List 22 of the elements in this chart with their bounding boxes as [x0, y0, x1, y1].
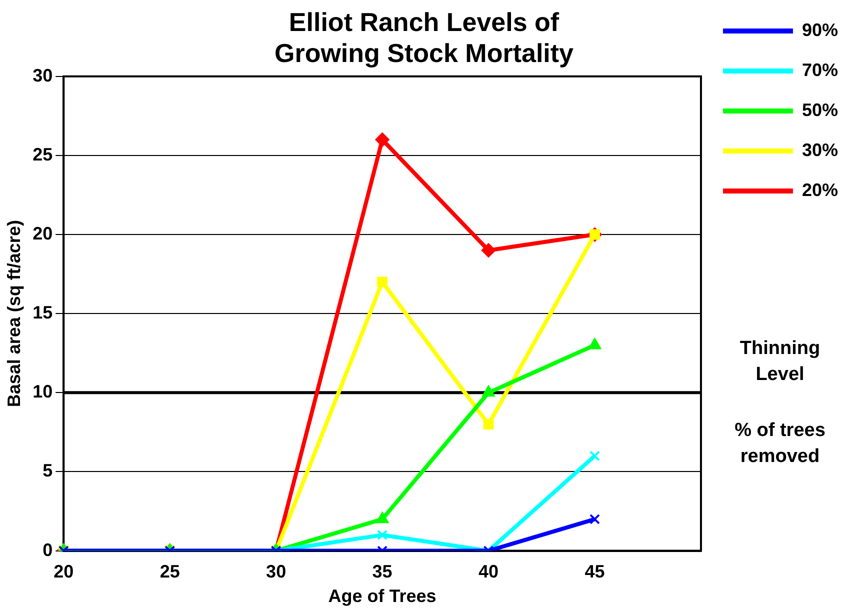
text: % of trees removed	[720, 418, 840, 470]
y-tick-label: 20	[32, 224, 53, 244]
x-tick-label: 25	[160, 562, 180, 582]
y-tick-label: 10	[32, 382, 53, 402]
x-axis-title: Age of Trees	[328, 586, 436, 606]
y-tick-label: 0	[42, 540, 53, 560]
x-tick-label: 35	[372, 562, 392, 582]
x-tick-label: 40	[478, 562, 499, 582]
legend-label: 20%	[802, 180, 838, 200]
legend-label: 90%	[802, 20, 838, 40]
y-tick-label: 15	[32, 302, 53, 323]
legend-title: Thinning Level	[720, 336, 840, 388]
y-tick-label: 30	[32, 65, 53, 86]
legend-label: 50%	[802, 100, 838, 120]
y-axis-title: Basal area (sq ft/acre)	[4, 220, 24, 408]
x-tick-label: 30	[266, 562, 286, 582]
chart-title: Elliot Ranch Levels of Growing Stock Mortality	[274, 6, 574, 68]
x-tick-label: 45	[584, 562, 605, 582]
legend-label: 30%	[802, 140, 838, 160]
y-tick-label: 5	[42, 460, 53, 481]
y-tick-label: 25	[32, 144, 53, 164]
legend-label: 70%	[802, 60, 838, 80]
